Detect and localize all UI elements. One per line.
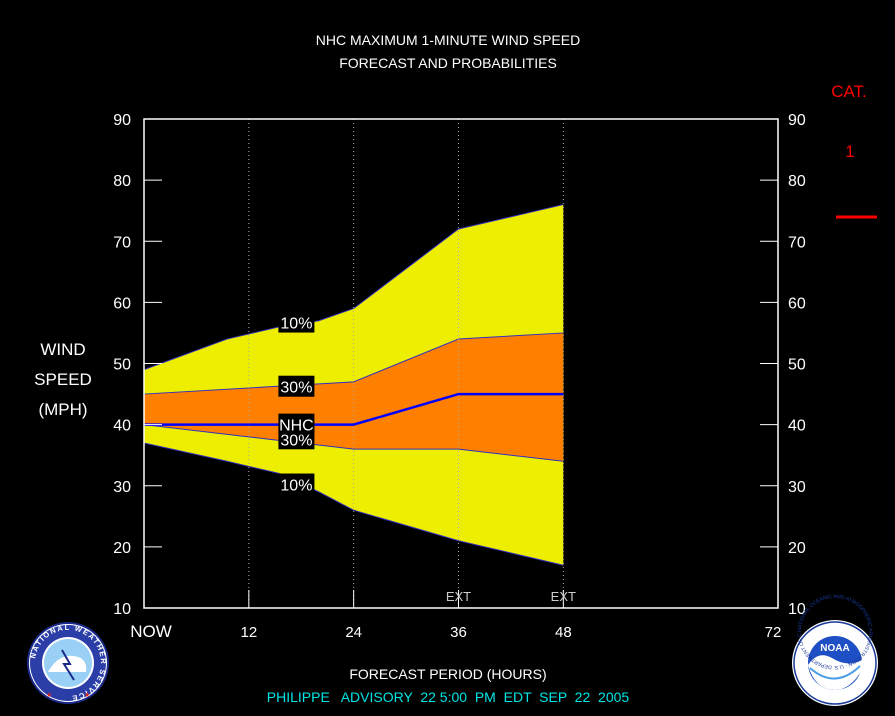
y-tick-label-left-30: 30 [113,479,131,496]
label-lower-30-text: 30% [280,432,312,449]
y-axis-ticks: 10 10 20 20 30 30 40 40 50 50 60 60 70 70 80 80 90 90 [113,112,806,618]
label-upper-10-text: 10% [280,316,312,333]
label-nhc: NHC [278,413,315,435]
x-tick-label-72: 72 [765,624,782,641]
y-tick-label-right-80: 80 [788,173,806,190]
band-edge-upper-10 [143,204,564,371]
y-tick-label-right-90: 90 [788,112,806,129]
y-tick-label-left-80: 80 [113,173,131,190]
y-tick-label-left-70: 70 [113,234,131,251]
y-tick-label-left-60: 60 [113,295,131,312]
y-axis-label-line1: WIND [40,340,85,359]
y-tick-label-right-50: 50 [788,357,806,374]
svg-text:★: ★ [46,691,52,699]
category-1-label: 1 [845,142,854,161]
y-axis-label-line3: (MPH) [38,400,87,419]
vertical-gridlines [248,119,564,608]
nws-logo: NATIONAL WEATHER SERVICE ★ ★ [27,622,109,704]
y-tick-label-right-40: 40 [788,418,806,435]
y-axis-label-line2: SPEED [34,370,92,389]
chart-title: NHC MAXIMUM 1-MINUTE WIND SPEED [316,32,580,48]
y-tick-label-right-20: 20 [788,540,806,557]
label-nhc-bg [278,413,315,435]
label-upper-30-bg [278,375,315,397]
label-lower-10: 10% [278,473,315,495]
advisory-footer: PHILIPPE ADVISORY 22 5:00 PM EDT SEP 22 … [267,689,630,705]
y-tick-label-left-40: 40 [113,418,131,435]
x-tick-label-36: 36 [450,624,467,641]
y-tick-label-right-70: 70 [788,234,806,251]
ext-labels: EXT EXT [446,589,576,604]
ext-label-36: EXT [446,589,471,604]
y-tick-label-left-50: 50 [113,357,131,374]
band-edge-lower-30 [143,424,564,462]
chart-subtitle: FORECAST AND PROBABILITIES [339,55,557,71]
x-tick-label-24: 24 [345,624,362,641]
y-tick-label-right-60: 60 [788,295,806,312]
label-upper-10: 10% [278,311,315,333]
y-tick-label-left-20: 20 [113,540,131,557]
label-upper-30-text: 30% [280,380,312,397]
ext-label-48: EXT [551,589,576,604]
noaa-logo-label: NOAA [820,643,849,654]
y-tick-label-right-30: 30 [788,479,806,496]
y-tick-label-right-10: 10 [788,601,806,618]
band-edge-lower-10 [143,442,564,566]
category-title: CAT. [831,82,867,101]
nhc-forecast-line [144,392,564,426]
label-upper-10-bg [278,311,315,333]
svg-text:★: ★ [84,691,90,699]
x-tick-label-now: NOW [130,622,172,641]
y-tick-label-left-90: 90 [113,112,131,129]
label-nhc-text: NHC [279,418,314,435]
nhc-forecast-line-group [144,392,564,426]
label-lower-10-text: 10% [280,478,312,495]
label-lower-10-bg [278,473,315,495]
x-axis-ticks: NOW 12 24 36 48 72 [130,590,781,641]
y-tick-label-left-10: 10 [113,601,131,618]
x-tick-label-12: 12 [240,624,257,641]
band-30-percent [144,332,564,462]
label-upper-30: 30% [278,375,315,397]
x-tick-label-48: 48 [555,624,572,641]
x-axis-label: FORECAST PERIOD (HOURS) [349,666,546,682]
